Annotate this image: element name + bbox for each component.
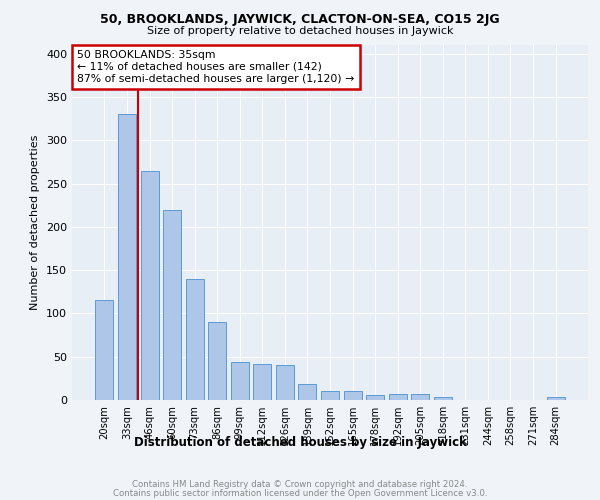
Bar — [253, 364, 271, 400]
Text: Size of property relative to detached houses in Jaywick: Size of property relative to detached ho… — [147, 26, 453, 36]
Bar — [276, 366, 294, 400]
Bar — [95, 300, 113, 400]
Bar — [389, 394, 407, 400]
Text: 50 BROOKLANDS: 35sqm
← 11% of detached houses are smaller (142)
87% of semi-deta: 50 BROOKLANDS: 35sqm ← 11% of detached h… — [77, 50, 355, 84]
Bar — [344, 392, 362, 400]
Bar — [208, 322, 226, 400]
Text: Distribution of detached houses by size in Jaywick: Distribution of detached houses by size … — [134, 436, 466, 449]
Bar — [321, 392, 339, 400]
Bar — [366, 395, 384, 400]
Text: Contains public sector information licensed under the Open Government Licence v3: Contains public sector information licen… — [113, 488, 487, 498]
Bar — [185, 279, 204, 400]
Bar — [547, 396, 565, 400]
Bar — [434, 396, 452, 400]
Text: 50, BROOKLANDS, JAYWICK, CLACTON-ON-SEA, CO15 2JG: 50, BROOKLANDS, JAYWICK, CLACTON-ON-SEA,… — [100, 12, 500, 26]
Bar — [140, 170, 158, 400]
Bar — [163, 210, 181, 400]
Bar — [231, 362, 249, 400]
Bar — [411, 394, 429, 400]
Text: Contains HM Land Registry data © Crown copyright and database right 2024.: Contains HM Land Registry data © Crown c… — [132, 480, 468, 489]
Y-axis label: Number of detached properties: Number of detached properties — [31, 135, 40, 310]
Bar — [118, 114, 136, 400]
Bar — [298, 384, 316, 400]
